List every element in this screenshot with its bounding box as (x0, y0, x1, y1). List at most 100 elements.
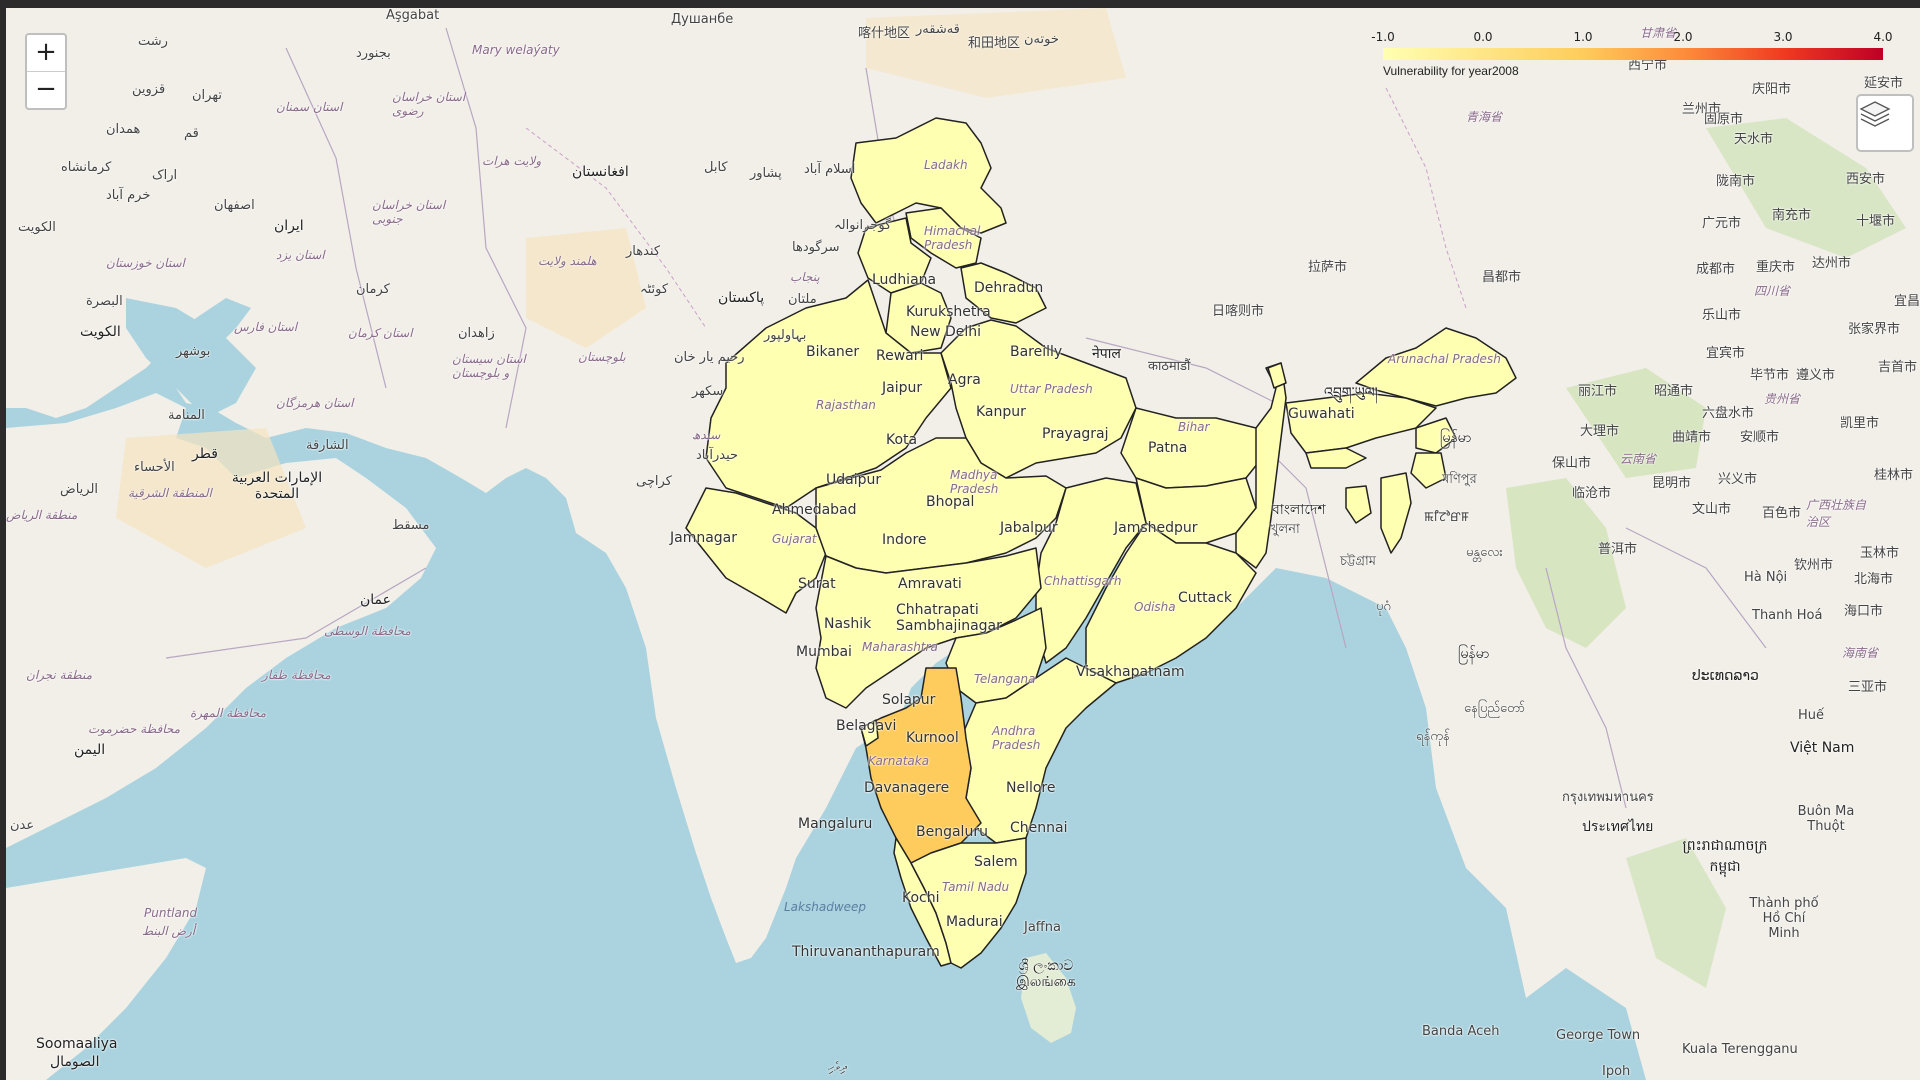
zoom-out-button[interactable]: − (27, 71, 65, 108)
label-bushehr: بوشهر (176, 344, 211, 359)
label-kanpur: Kanpur (976, 404, 1026, 420)
label-hanoi: Hà Nội (1744, 570, 1788, 585)
label-kurukshetra: Kurukshetra (906, 304, 991, 320)
state-jammu-kashmir (850, 117, 1007, 234)
label-myanmar: မြန်မာ (1458, 646, 1490, 662)
label-qujing: 曲靖市 (1672, 430, 1712, 445)
label-gujarat: Gujarat (772, 532, 817, 546)
label-leshan: 乐山市 (1702, 308, 1742, 323)
label-hamadan: همدان (106, 122, 141, 137)
label-prayagraj: Prayagraj (1042, 426, 1109, 442)
label-baise: 百色市 (1762, 506, 1802, 521)
label-baoshan: 保山市 (1552, 456, 1592, 471)
label-peshawar: پشاور (750, 166, 782, 181)
label-beihai: 北海市 (1854, 572, 1894, 587)
label-zunyi: 遵义市 (1796, 368, 1836, 383)
label-bengaluru: Bengaluru (916, 824, 988, 840)
label-najran: منطقة نجران (26, 668, 93, 682)
label-hyderabad: حیدرآباد (696, 448, 739, 463)
label-lijiang: 丽江市 (1578, 384, 1618, 399)
label-guangyuan: 广元市 (1702, 216, 1742, 231)
label-sichuan: 四川省 (1754, 284, 1791, 298)
label-aden: عدن (10, 818, 35, 833)
label-hotan: 和田地区 (968, 36, 1021, 51)
label-laos: ປະເທດລາວ (1692, 668, 1759, 684)
label-himachal: Himachal Pradesh (924, 224, 981, 252)
label-puntland: Puntland (144, 906, 198, 920)
label-mumbai: Mumbai (796, 644, 852, 660)
label-isfahan: اصفهان (214, 198, 255, 213)
label-hue: Huế (1798, 708, 1825, 723)
label-kaili: 凯里市 (1840, 416, 1880, 431)
label-lincang: 临沧市 (1572, 486, 1612, 501)
legend-swatch (1383, 48, 1583, 60)
label-tamilnadu: Tamil Nadu (942, 880, 1010, 894)
label-mahra: محافظة المهرة (190, 706, 267, 720)
label-jamnagar: Jamnagar (670, 530, 738, 546)
state-rajasthan (705, 279, 952, 509)
label-kualaterengganu: Kuala Terengganu (1682, 1042, 1798, 1057)
label-tianshui: 天水市 (1734, 132, 1774, 147)
label-kunming: 昆明市 (1652, 476, 1692, 491)
state-chhattisgarh (1035, 477, 1147, 664)
label-srilanka: ශ්‍රී ලංකාව இலங்கை (1016, 958, 1076, 990)
label-bangkok: กรุงเทพมหานคร (1562, 790, 1654, 805)
label-wenshan: 文山市 (1692, 502, 1732, 517)
label-jaipur: Jaipur (882, 380, 923, 396)
state-mizoram (1380, 472, 1412, 554)
label-cuttack: Cuttack (1178, 590, 1233, 606)
label-guwahati: Guwahati (1288, 406, 1355, 422)
label-jishou: 吉首市 (1878, 360, 1918, 375)
label-kota: Kota (886, 432, 918, 448)
legend-swatch (1683, 48, 1783, 60)
label-bagan: ပုဂံ (1376, 599, 1391, 614)
label-kuwait: الكويت (80, 324, 121, 340)
label-rajasthan: Rajasthan (816, 398, 876, 412)
label-agra: Agra (948, 372, 981, 388)
label-qingyang: 庆阳市 (1752, 82, 1792, 97)
legend-swatch (1583, 48, 1683, 60)
label-solapur: Solapur (882, 692, 936, 708)
label-mizoram: ꯃꯤꯖꯣꯔꯝ (1424, 510, 1470, 525)
basemap-layer (6, 8, 1920, 1080)
label-wusta: محافظة الوسطى (324, 624, 411, 638)
label-georgetown: George Town (1556, 1028, 1641, 1043)
label-somalia: Soomaaliya (36, 1036, 118, 1052)
label-mandalay: မန္တလေး (1466, 545, 1503, 560)
label-sambhajinagar: Chhatrapati Sambhajinagar (896, 602, 1002, 634)
label-khorasan-r: استان خراسان رضوی (392, 90, 466, 118)
label-chattogram: চট্টগ্রাম (1340, 554, 1376, 569)
label-bangladesh: বাংলাদেশ (1272, 502, 1326, 518)
layers-control-button[interactable] (1856, 94, 1914, 152)
label-visakhapatnam: Visakhapatnam (1076, 664, 1185, 680)
state-goa (860, 719, 879, 747)
label-rahim: رحیم یار خان (674, 350, 745, 365)
zoom-control: + − (25, 33, 67, 110)
state-odisha (1085, 522, 1257, 684)
state-meghalaya (1305, 447, 1367, 469)
label-kerman-p: استان کرمان (348, 326, 413, 340)
arabian-land (6, 393, 436, 848)
zoom-in-button[interactable]: + (35, 37, 57, 67)
state-tripura (1345, 485, 1372, 524)
label-kashgar: 喀什地区 (858, 26, 911, 41)
legend-tick: 2.0 (1673, 30, 1693, 44)
label-uae: الإمارات العربية المتحدة (231, 470, 323, 502)
label-hadramaut: محافظة حضرموت (88, 722, 181, 736)
label-bahawalpur: بہاولپور (764, 328, 807, 343)
label-sanya: 三亚市 (1848, 680, 1888, 695)
label-puer: 普洱市 (1598, 542, 1638, 557)
india-states-layer (685, 117, 1517, 969)
map-canvas[interactable]: Aşgabat Душанбе Mary welaýaty رشت قزوین … (6, 8, 1920, 1080)
label-ipoh: Ipoh (1602, 1064, 1631, 1079)
label-andhra: Andhra Pradesh (992, 724, 1041, 752)
label-thiruvananthapuram: Thiruvananthapuram (792, 944, 940, 960)
legend-tick: 0.0 (1473, 30, 1493, 44)
label-madhya: Madhya Pradesh (950, 468, 999, 496)
label-eastern: المنطقة الشرقية (128, 486, 212, 500)
state-nagaland (1415, 417, 1457, 454)
label-qamdo: 昌都市 (1482, 270, 1522, 285)
legend-caption: Vulnerability for year2008 (1383, 64, 1519, 78)
label-bikaner: Bikaner (806, 344, 860, 360)
label-kathmandu: काठमाडौं (1148, 359, 1191, 374)
